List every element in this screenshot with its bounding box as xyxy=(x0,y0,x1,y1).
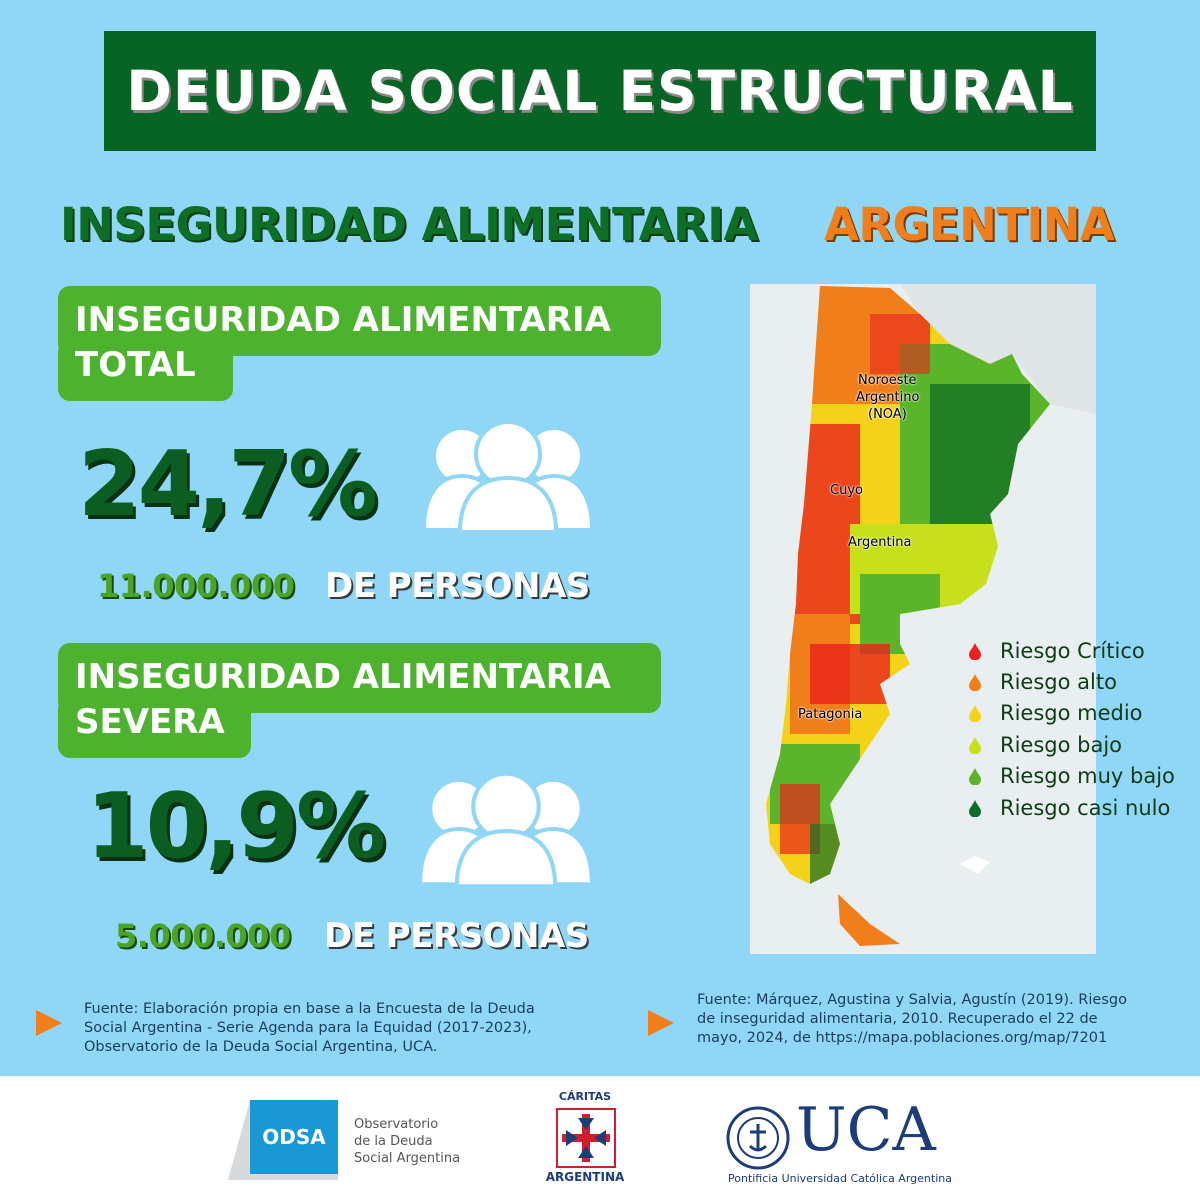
drop-marker-icon xyxy=(969,799,981,817)
legend-item: Riesgo muy bajo xyxy=(968,761,1193,792)
stat-severe-unit: DE PERSONAS xyxy=(324,916,589,956)
source-left-line: Observatorio de la Deuda Social Argentin… xyxy=(84,1039,438,1055)
odsa-name-line: Observatorio xyxy=(354,1117,439,1132)
stat-total-label-line1: INSEGURIDAD ALIMENTARIA xyxy=(75,300,611,340)
source-right-line: Fuente: Márquez, Agustina y Salvia, Agus… xyxy=(697,992,1127,1008)
source-right-line: mayo, 2024, de https://mapa.poblaciones.… xyxy=(697,1030,1108,1046)
odsa-logo: ODSA xyxy=(228,1100,338,1180)
stat-severe-pill-bottom xyxy=(58,697,251,758)
legend-item: Riesgo bajo xyxy=(968,729,1193,760)
drop-marker-icon xyxy=(969,642,981,660)
map-legend: Riesgo Crítico Riesgo alto Riesgo medio Rie… xyxy=(968,635,1193,823)
legend-label: Riesgo medio xyxy=(1000,701,1143,726)
source-left: Fuente: Elaboración propia en base a la … xyxy=(84,1000,535,1057)
stat-total-percent: 24,7% xyxy=(78,432,378,537)
map-label-argentina: Argentina xyxy=(848,535,911,550)
footer-logos: ODSA Observatorio de la Deuda Social Arg… xyxy=(0,1076,1200,1200)
map-label-patagonia: Patagonia xyxy=(798,707,862,722)
legend-label: Riesgo alto xyxy=(1000,670,1117,695)
stat-severe-count: 5.000.000 xyxy=(115,917,291,955)
play-arrow-icon xyxy=(648,1010,674,1036)
people-icon xyxy=(418,771,594,888)
section-heading: INSEGURIDAD ALIMENTARIA xyxy=(60,198,758,251)
odsa-name-line: Social Argentina xyxy=(354,1151,461,1166)
legend-label: Riesgo bajo xyxy=(1000,732,1123,757)
legend-label: Riesgo casi nulo xyxy=(1000,795,1171,820)
legend-item: Riesgo casi nulo xyxy=(968,792,1193,823)
stat-total-pill-bottom xyxy=(58,340,233,401)
page-title: DEUDA SOCIAL ESTRUCTURAL xyxy=(126,59,1074,123)
stat-severe-label-line2: SEVERA xyxy=(75,702,225,742)
odsa-badge: ODSA xyxy=(262,1125,326,1149)
legend-item: Riesgo alto xyxy=(968,666,1193,697)
uca-subtitle: Pontificia Universidad Católica Argentin… xyxy=(728,1172,952,1185)
legend-label: Riesgo muy bajo xyxy=(1000,764,1175,789)
legend-item: Riesgo Crítico xyxy=(968,635,1193,666)
stat-total-label-line2: TOTAL xyxy=(75,345,196,385)
source-right-line: de inseguridad alimentaria, 2010. Recupe… xyxy=(697,1011,1098,1027)
uca-seal-icon xyxy=(726,1106,790,1170)
people-icon xyxy=(422,420,594,532)
source-left-line: Fuente: Elaboración propia en base a la … xyxy=(84,1001,535,1017)
drop-marker-icon xyxy=(969,736,981,754)
map-label-noa-2: Argentino xyxy=(856,390,919,405)
odsa-name: Observatorio de la Deuda Social Argentin… xyxy=(354,1116,460,1167)
legend-label: Riesgo Crítico xyxy=(1000,638,1145,663)
caritas-top-text: CÁRITAS xyxy=(558,1090,612,1103)
stat-total-count: 11.000.000 xyxy=(97,567,295,605)
odsa-name-line: de la Deuda xyxy=(354,1134,433,1149)
legend-item: Riesgo medio xyxy=(968,698,1193,729)
drop-marker-icon xyxy=(969,674,981,692)
source-left-line: Social Argentina - Serie Agenda para la … xyxy=(84,1020,532,1036)
drop-marker-icon xyxy=(969,705,981,723)
map-label-noa-3: (NOA) xyxy=(868,407,907,422)
caritas-cross-icon xyxy=(556,1108,616,1168)
play-arrow-icon xyxy=(36,1010,62,1036)
stat-severe-label-line1: INSEGURIDAD ALIMENTARIA xyxy=(75,657,611,697)
caritas-bottom-text: ARGENTINA xyxy=(545,1170,625,1184)
map-label-noa-1: Noroeste xyxy=(858,373,917,388)
source-right: Fuente: Márquez, Agustina y Salvia, Agus… xyxy=(697,991,1127,1048)
argentina-risk-map: Noroeste Argentino (NOA) Cuyo Argentina … xyxy=(750,284,1096,954)
drop-marker-icon xyxy=(969,768,981,786)
country-heading: ARGENTINA xyxy=(824,198,1115,251)
uca-wordmark: UCA xyxy=(796,1095,936,1165)
title-banner: DEUDA SOCIAL ESTRUCTURAL xyxy=(104,31,1096,151)
stat-total-unit: DE PERSONAS xyxy=(325,566,590,606)
stat-severe-percent: 10,9% xyxy=(86,774,386,879)
map-label-cuyo: Cuyo xyxy=(830,483,863,498)
